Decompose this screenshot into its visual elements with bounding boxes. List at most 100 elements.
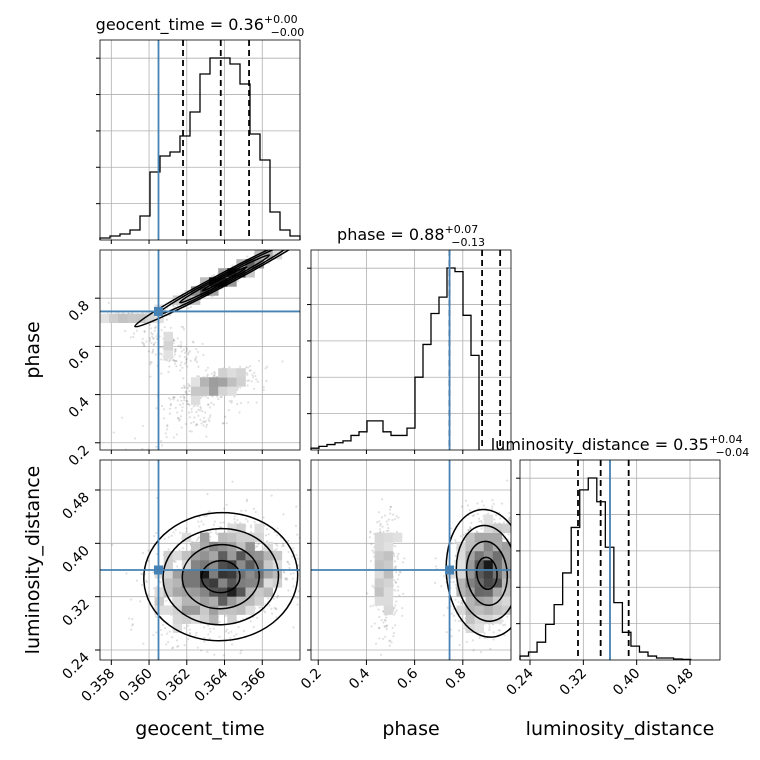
density-cell — [127, 313, 137, 324]
sample-point — [460, 505, 463, 508]
sample-point — [140, 583, 144, 586]
sample-point — [196, 537, 200, 540]
sample-point — [471, 514, 474, 518]
sample-point — [92, 317, 94, 319]
sample-point — [150, 361, 153, 364]
density-cell — [209, 377, 219, 387]
sample-point — [307, 579, 309, 581]
sample-point — [262, 516, 265, 519]
sample-point — [172, 436, 176, 439]
sample-point — [283, 247, 285, 249]
sample-point — [287, 561, 290, 564]
scatter-panel-geocent_time-luminosity_distance — [99, 459, 328, 661]
sample-point — [217, 398, 220, 401]
sample-point — [187, 624, 190, 627]
density-cell — [209, 605, 219, 615]
sample-point — [187, 638, 190, 641]
hist-panel-phase: phase = 0.88+0.07 −0.13 — [307, 223, 512, 451]
sample-point — [480, 527, 483, 530]
sample-point — [213, 372, 217, 375]
sample-point — [394, 545, 397, 548]
sample-point — [206, 493, 209, 496]
sample-point — [166, 425, 169, 428]
sample-point — [185, 349, 188, 353]
sample-point — [194, 424, 197, 427]
sample-point — [172, 358, 175, 362]
sample-point — [507, 533, 510, 536]
sample-point — [158, 352, 162, 355]
sample-point — [145, 579, 148, 582]
sample-point — [489, 647, 492, 651]
sample-point — [371, 604, 375, 607]
sample-point — [206, 403, 210, 407]
sample-point — [292, 585, 295, 588]
sample-point — [326, 579, 328, 581]
sample-point — [387, 518, 391, 521]
title-minus: −0.00 — [271, 26, 305, 39]
sample-point — [250, 380, 253, 383]
sample-point — [398, 570, 401, 574]
contour-line — [178, 254, 271, 304]
sample-point — [163, 408, 166, 411]
sample-point — [276, 544, 279, 547]
sample-point — [514, 543, 516, 545]
density-cell — [218, 560, 228, 570]
sample-point — [218, 635, 221, 638]
sample-point — [188, 628, 191, 631]
density-cell — [209, 614, 219, 624]
sample-point — [168, 412, 172, 415]
sample-point — [512, 523, 514, 525]
sample-point — [200, 520, 203, 523]
sample-point — [379, 530, 382, 533]
sample-point — [494, 514, 498, 517]
sample-point — [174, 347, 177, 351]
sample-point — [396, 578, 400, 581]
sample-point — [236, 279, 239, 283]
sample-point — [199, 418, 202, 421]
sample-point — [370, 625, 373, 628]
sample-point — [249, 620, 252, 623]
density-cell — [181, 596, 192, 606]
sample-point — [515, 547, 517, 549]
sample-point — [165, 318, 169, 321]
sample-point — [231, 264, 234, 267]
sample-point — [199, 405, 202, 409]
sample-point — [143, 344, 146, 348]
sample-point — [204, 419, 207, 423]
sample-point — [97, 317, 99, 319]
density-cell — [190, 560, 201, 570]
sample-point — [187, 351, 190, 354]
sample-point — [227, 409, 230, 412]
sample-point — [236, 388, 239, 392]
density-cell — [245, 560, 255, 570]
sample-point — [200, 422, 203, 425]
sample-point — [264, 367, 267, 370]
sample-point — [198, 409, 202, 412]
sample-point — [393, 606, 396, 609]
sample-point — [187, 306, 190, 310]
sample-point — [508, 519, 511, 522]
sample-point — [392, 632, 395, 635]
sample-point — [276, 527, 279, 530]
sample-point — [187, 383, 190, 386]
sample-point — [209, 535, 212, 539]
sample-point — [148, 339, 152, 342]
sample-point — [176, 565, 179, 568]
sample-point — [174, 528, 177, 531]
density-cell — [227, 587, 237, 597]
sample-point — [286, 243, 288, 245]
sample-point — [196, 646, 199, 649]
sample-point — [382, 621, 385, 624]
sample-point — [388, 640, 391, 643]
sample-point — [454, 598, 457, 601]
sample-point — [148, 323, 151, 326]
sample-point — [230, 643, 234, 646]
sample-point — [155, 407, 158, 410]
sample-point — [170, 534, 173, 537]
sample-point — [141, 447, 144, 450]
sample-point — [394, 581, 397, 584]
sample-point — [149, 327, 152, 330]
sample-point — [163, 626, 167, 630]
sample-point — [187, 411, 191, 414]
sample-point — [401, 614, 404, 617]
